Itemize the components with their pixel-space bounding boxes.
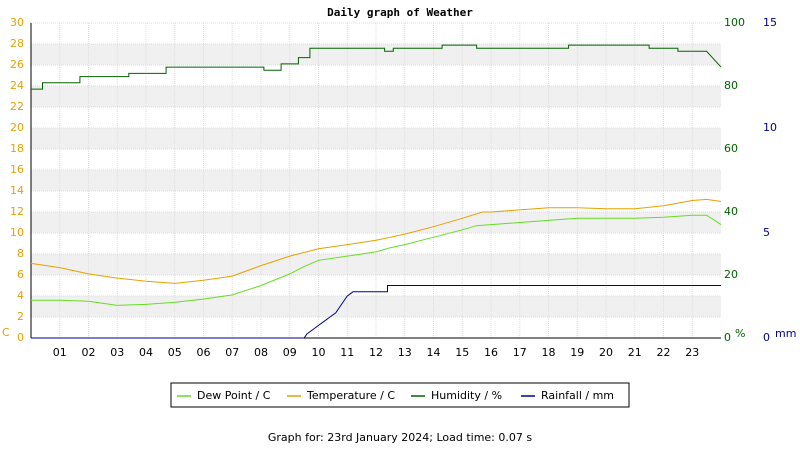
y2-tick-label: 0 xyxy=(724,331,731,344)
x-tick-label: 01 xyxy=(53,346,67,359)
x-tick-label: 11 xyxy=(340,346,354,359)
y2-tick-label: 100 xyxy=(724,16,745,29)
chart-title: Daily graph of Weather xyxy=(327,6,473,19)
y-tick-label: 14 xyxy=(10,184,24,197)
y3-tick-label: 5 xyxy=(763,226,770,239)
x-tick-label: 09 xyxy=(283,346,297,359)
x-tick-label: 13 xyxy=(398,346,412,359)
y-tick-label: 6 xyxy=(17,268,24,281)
y2-tick-label: 20 xyxy=(724,268,738,281)
legend-label: Temperature / C xyxy=(306,389,395,402)
y-axis-label: C xyxy=(2,326,10,339)
series-line xyxy=(31,285,721,339)
x-tick-label: 14 xyxy=(427,346,441,359)
x-tick-label: 21 xyxy=(628,346,642,359)
x-tick-label: 12 xyxy=(369,346,383,359)
y3-tick-label: 15 xyxy=(763,16,777,29)
y2-tick-label: 40 xyxy=(724,205,738,218)
y-tick-label: 2 xyxy=(17,310,24,323)
y-tick-label: 30 xyxy=(10,16,24,29)
y3-axis-label: mm xyxy=(775,327,796,340)
y3-tick-label: 10 xyxy=(763,121,777,134)
legend-label: Dew Point / C xyxy=(197,389,271,402)
y2-tick-label: 80 xyxy=(724,79,738,92)
x-tick-label: 15 xyxy=(455,346,469,359)
series-line xyxy=(31,44,722,90)
x-tick-label: 20 xyxy=(599,346,613,359)
x-tick-label: 04 xyxy=(139,346,153,359)
y-tick-label: 28 xyxy=(10,37,24,50)
y-tick-label: 12 xyxy=(10,205,24,218)
x-tick-label: 19 xyxy=(570,346,584,359)
x-tick-label: 03 xyxy=(110,346,124,359)
legend-label: Rainfall / mm xyxy=(541,389,614,402)
y-tick-label: 26 xyxy=(10,58,24,71)
x-tick-label: 16 xyxy=(484,346,498,359)
x-tick-label: 02 xyxy=(82,346,96,359)
x-tick-label: 10 xyxy=(312,346,326,359)
y-tick-label: 20 xyxy=(10,121,24,134)
legend-label: Humidity / % xyxy=(431,389,502,402)
x-tick-label: 05 xyxy=(168,346,182,359)
x-tick-label: 22 xyxy=(657,346,671,359)
y-tick-label: 10 xyxy=(10,226,24,239)
x-tick-label: 08 xyxy=(254,346,268,359)
y-tick-label: 16 xyxy=(10,163,24,176)
legend-box xyxy=(170,382,630,408)
y3-tick-label: 0 xyxy=(763,331,770,344)
y-tick-label: 8 xyxy=(17,247,24,260)
x-tick-label: 17 xyxy=(513,346,527,359)
y-tick-label: 24 xyxy=(10,79,24,92)
y-tick-label: 18 xyxy=(10,142,24,155)
y-tick-label: 22 xyxy=(10,100,24,113)
y2-tick-label: 60 xyxy=(724,142,738,155)
y2-axis-label: % xyxy=(735,327,745,340)
x-tick-label: 07 xyxy=(225,346,239,359)
x-tick-label: 06 xyxy=(197,346,211,359)
series-line xyxy=(31,214,722,306)
series-line xyxy=(30,198,722,284)
footer: Graph for: 23rd January 2024; Load time:… xyxy=(268,431,533,444)
x-tick-label: 23 xyxy=(685,346,699,359)
y-tick-label: 0 xyxy=(17,331,24,344)
y-tick-label: 4 xyxy=(17,289,24,302)
x-tick-label: 18 xyxy=(542,346,556,359)
